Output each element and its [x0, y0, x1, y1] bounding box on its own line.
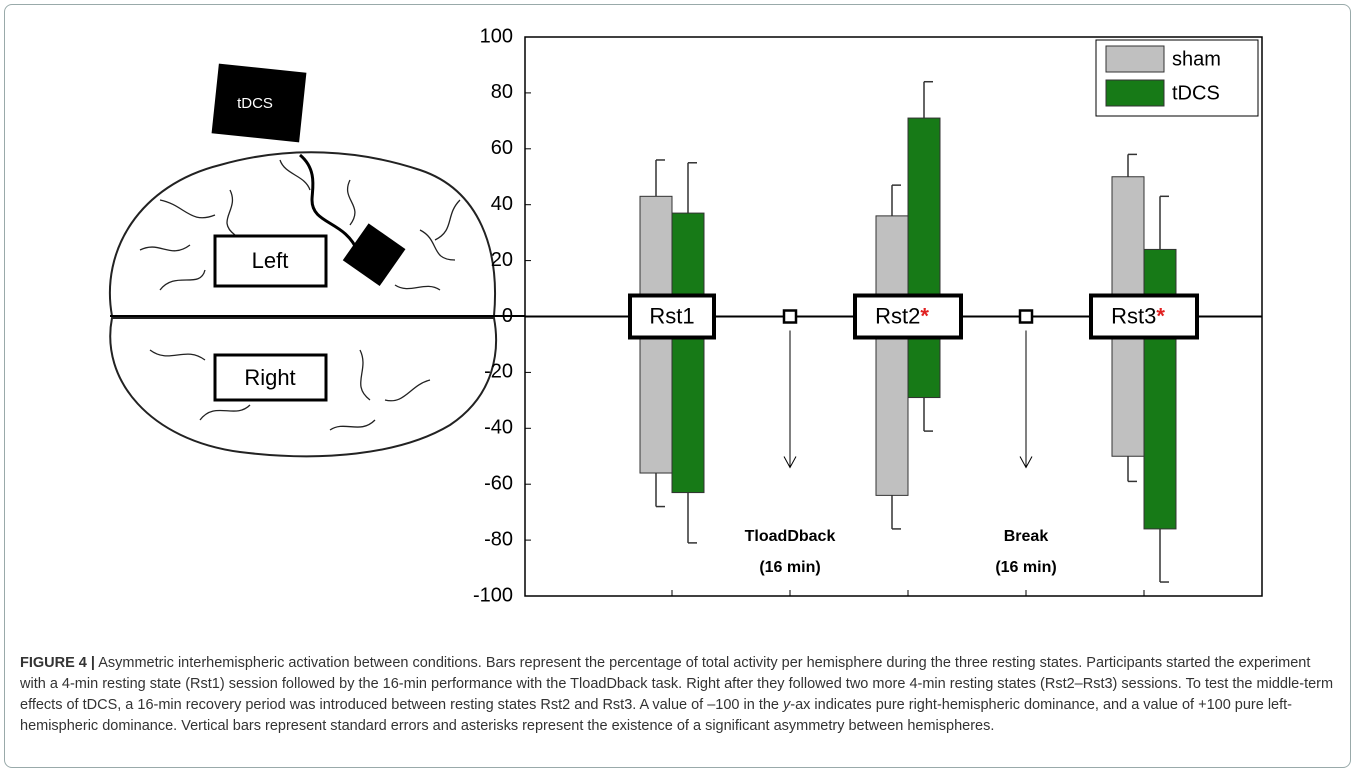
left-label: Left: [252, 248, 289, 273]
legend-swatch: [1105, 79, 1165, 107]
bar: [875, 316, 909, 496]
device-label: tDCS: [237, 95, 273, 112]
legend-label: sham: [1172, 48, 1221, 70]
event-marker: [782, 309, 798, 324]
event-marker: [1018, 309, 1034, 324]
legend-swatch: [1105, 45, 1165, 73]
y-tick-label: -40: [484, 417, 513, 439]
event-label: TloadDback: [745, 528, 836, 545]
caption-text: Asymmetric interhemispheric activation b…: [20, 655, 1334, 713]
chart: tDCS Left Right -100 -80 -60 -40 -20 0 20 40 60 8…: [108, 25, 1263, 606]
legend-label: tDCS: [1172, 82, 1220, 104]
y-tick-label: 80: [491, 81, 513, 103]
caption-label: FIGURE 4 |: [20, 655, 95, 671]
event-arrowhead: [1019, 456, 1033, 469]
bar: [1111, 316, 1145, 457]
left-box: [213, 234, 328, 288]
event-label: Break: [1004, 528, 1049, 545]
session-label: Rst1: [649, 303, 694, 328]
event-duration: (16 min): [995, 559, 1056, 576]
session-label: Rst2*: [875, 303, 929, 328]
wire: [298, 153, 360, 253]
significance-marker: *: [920, 303, 929, 328]
y-tick-label: -60: [484, 472, 513, 494]
significance-marker: *: [1156, 303, 1165, 328]
y-tick-label: 100: [480, 25, 513, 47]
electrode: [342, 223, 406, 287]
session-name: Rst2: [875, 303, 920, 328]
bar: [907, 117, 941, 318]
event-duration: (16 min): [759, 559, 820, 576]
bar: [639, 316, 673, 474]
y-tick-label: -100: [473, 584, 513, 606]
session-name: Rst3: [1111, 303, 1156, 328]
device-box: [211, 63, 307, 143]
brain: [108, 151, 497, 458]
session-label: Rst3*: [1111, 303, 1165, 328]
bar: [1111, 176, 1145, 317]
caption-text: -ax indicates pure right-hemispheric dom…: [20, 697, 1293, 734]
event-arrowhead: [783, 456, 797, 469]
figure-frame: [4, 4, 1351, 768]
session-name: Rst1: [649, 303, 694, 328]
bar: [1143, 316, 1177, 530]
y-tick-label: 0: [502, 305, 513, 327]
y-tick-label: 60: [491, 137, 513, 159]
session-box: [628, 293, 716, 340]
right-label: Right: [244, 365, 295, 390]
y-tick-label: 40: [491, 193, 513, 215]
y-tick-label: -20: [484, 361, 513, 383]
caption-italic: y: [783, 697, 791, 713]
caption: FIGURE 4 | Asymmetric interhemispheric a…: [20, 653, 1340, 737]
bar: [671, 316, 705, 494]
session-box: [1089, 293, 1199, 340]
right-box: [213, 353, 328, 402]
session-box: [853, 293, 963, 340]
y-tick-label: -80: [484, 528, 513, 550]
y-tick-label: 20: [491, 249, 513, 271]
